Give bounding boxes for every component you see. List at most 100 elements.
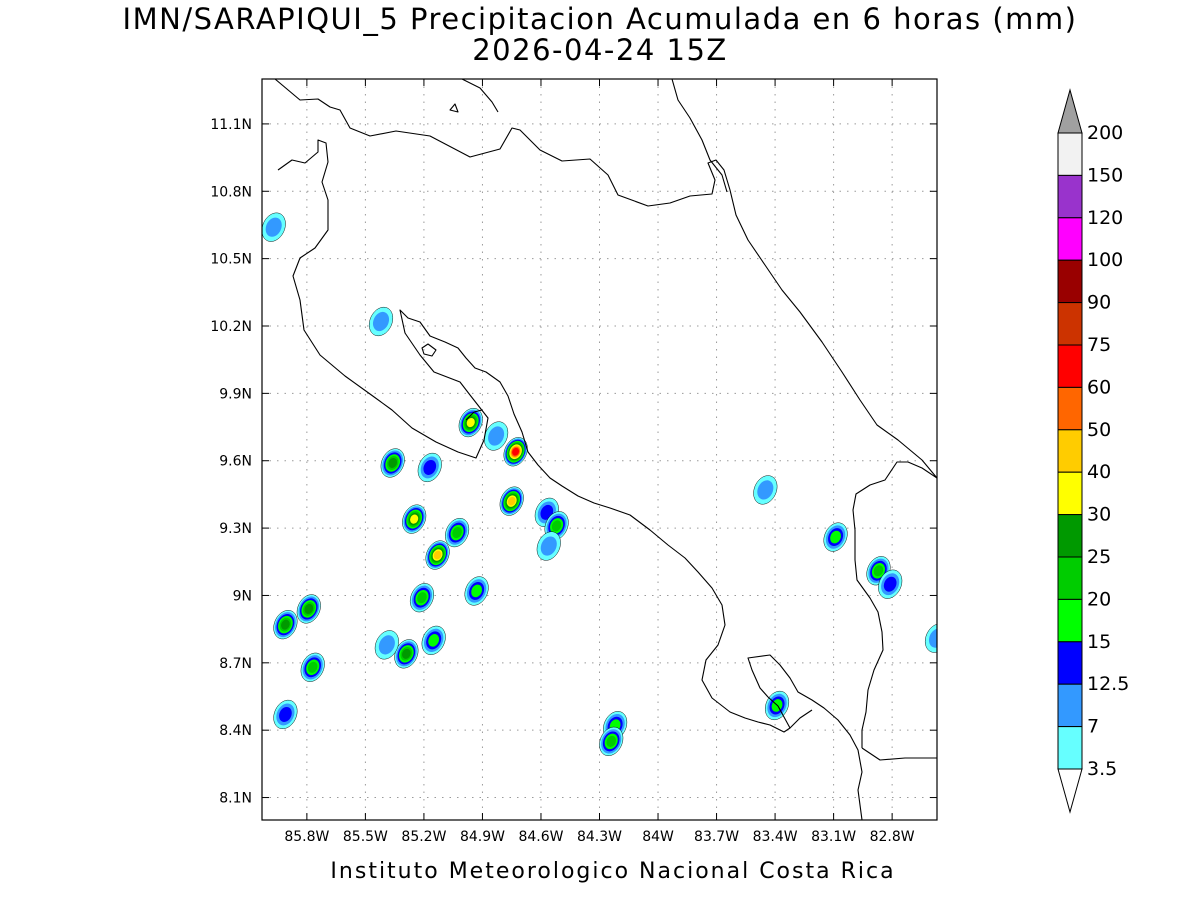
x-tick-label: 84W [642, 829, 674, 845]
y-tick-label: 8.4N [219, 723, 252, 739]
precip-contour-band [281, 619, 290, 630]
x-tick-label: 84.6W [518, 829, 563, 845]
precip-cell [425, 540, 450, 570]
x-tick-label: 85.5W [343, 829, 388, 845]
precip-cell [484, 421, 509, 451]
precip-contour-band [433, 550, 442, 560]
precip-contour-band [830, 530, 841, 544]
precip-contour-band [372, 311, 390, 332]
colorbar-label: 50 [1087, 419, 1111, 441]
precip-cell [823, 522, 848, 552]
precip-contour-band [928, 628, 937, 648]
colorbar-label: 200 [1087, 122, 1123, 144]
x-tick-label: 85.2W [401, 829, 446, 845]
precip-cell [503, 437, 528, 467]
colorbar-swatch [1057, 598, 1083, 643]
nicaragua-northern-shore [461, 79, 499, 113]
y-tick-label: 10.5N [210, 252, 252, 268]
colorbar-label: 90 [1087, 292, 1111, 314]
colorbar-swatch [1057, 514, 1083, 558]
colorbar-label: 150 [1087, 164, 1123, 186]
precip-cell [421, 625, 446, 655]
precip-cell [402, 504, 427, 534]
colorbar-under-triangle [1057, 768, 1083, 814]
precip-cell [380, 448, 405, 478]
colorbar-swatch [1057, 217, 1083, 261]
y-tick-label: 10.8N [210, 184, 252, 200]
precip-contour-band [304, 603, 314, 614]
longitude-axis: 85.8W 85.5W 85.2W 84.9W 84.6W 84.3W 84W 83.7W 83… [284, 79, 915, 845]
colorbar-swatch [1057, 132, 1083, 176]
nicaragua-lake-outline [449, 103, 459, 113]
lat-lon-grid [262, 79, 937, 820]
precipitation-cells [262, 212, 937, 756]
colorbar-swatch [1057, 683, 1083, 728]
precip-contour-band [279, 706, 292, 722]
precip-cell [464, 576, 489, 606]
y-tick-label: 9.3N [219, 521, 252, 537]
caribbean-coastline [274, 79, 937, 479]
precip-contour-band [757, 480, 774, 500]
pacific-coastline [277, 139, 863, 820]
colorbar-swatch [1057, 344, 1083, 388]
colorbar-swatch [1057, 641, 1083, 685]
colorbar-label: 15 [1087, 631, 1111, 653]
colorbar-label: 75 [1087, 334, 1111, 356]
colorbar-swatch [1057, 556, 1083, 600]
precip-contour-band [378, 635, 395, 655]
precip-contour-band [466, 417, 475, 428]
map-plot-area: 85.8W 85.5W 85.2W 84.9W 84.6W 84.3W 84W 83.7W 83… [210, 78, 938, 845]
colorbar-label: 100 [1087, 249, 1123, 271]
coastlines-and-borders [274, 79, 937, 820]
precip-cell [924, 623, 937, 653]
osa-peninsula-inner-shore [789, 709, 813, 729]
colorbar-swatch [1057, 386, 1083, 431]
precip-contour-band [423, 459, 437, 475]
precip-cell [599, 726, 624, 756]
colorbar-label: 60 [1087, 376, 1111, 398]
colorbar-label: 40 [1087, 461, 1111, 483]
map-title: IMN/SARAPIQUI_5 Precipitacion Acumulada … [123, 2, 1078, 36]
colorbar-swatch [1057, 302, 1083, 346]
latitude-axis: 11.1N 10.8N 10.5N 10.2N 9.9N 9.6N 9.3N 9N 8.7N 8.… [210, 117, 937, 807]
map-subtitle-date: 2026-04-24 15Z [472, 33, 728, 67]
northern-coast-segment [671, 79, 728, 193]
precip-contour-band [265, 217, 282, 237]
colorbar-label: 30 [1087, 504, 1111, 526]
costa-rica-panama-border [852, 461, 937, 748]
precip-cell [417, 452, 442, 483]
colorbar-swatch [1057, 429, 1083, 473]
gulf-of-nicoya-head [465, 409, 483, 421]
colorbar-label: 120 [1087, 207, 1123, 229]
precip-cell [394, 639, 419, 669]
precip-cell [753, 475, 778, 505]
precip-contour-band [388, 457, 398, 468]
precip-contour-band [883, 576, 897, 592]
x-tick-label: 83.4W [753, 829, 798, 845]
precipitation-colorbar: 200 150 120 100 90 75 60 50 40 30 25 20 15 12.5 7 3.5 [1057, 88, 1129, 814]
precip-contour-band [452, 527, 462, 539]
y-tick-label: 8.7N [219, 656, 252, 672]
precip-cell [878, 569, 903, 599]
precip-contour-band [507, 496, 516, 506]
precip-cell [374, 630, 399, 660]
precip-contour-band [410, 514, 419, 524]
panama-pacific-coast [861, 747, 937, 761]
precip-contour-band [606, 735, 617, 747]
x-tick-label: 84.3W [577, 829, 622, 845]
precip-contour-band [417, 592, 427, 604]
precip-contour-band [471, 584, 483, 598]
precip-cell [499, 486, 524, 516]
precip-cell [445, 518, 470, 548]
colorbar-label: 7 [1087, 716, 1099, 738]
colorbar-swatch [1057, 471, 1083, 516]
y-tick-label: 8.1N [219, 791, 252, 807]
precip-contour-band [307, 661, 318, 673]
x-tick-label: 84.9W [460, 829, 505, 845]
precip-contour-band [512, 447, 520, 456]
x-tick-label: 83.7W [694, 829, 739, 845]
precip-cell [300, 652, 325, 682]
precip-cell [273, 610, 298, 640]
y-tick-label: 11.1N [210, 117, 252, 133]
